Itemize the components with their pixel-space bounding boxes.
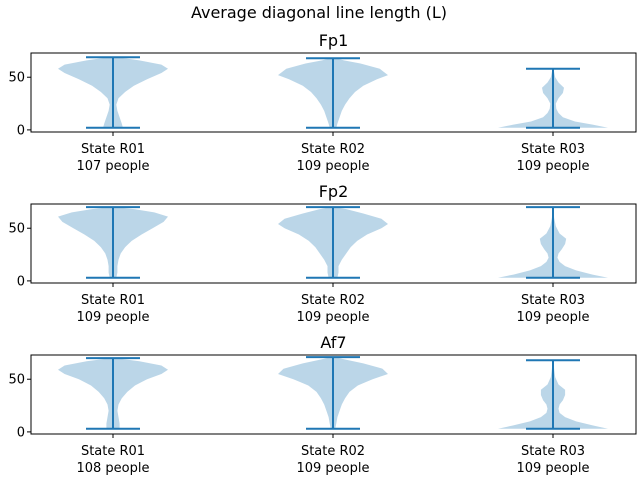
x-tick-label-state: State R03 bbox=[521, 142, 585, 157]
x-tick-label-state: State R02 bbox=[301, 293, 365, 308]
panel-title: Fp1 bbox=[319, 31, 349, 50]
x-tick-label-count: 107 people bbox=[76, 159, 149, 174]
panel-2: Fp2 State R01 109 people State R02 109 peopl… bbox=[8, 182, 637, 325]
y-tick-label: 0 bbox=[17, 123, 25, 138]
axes-frame bbox=[30, 52, 637, 133]
x-tick-label-count: 108 people bbox=[76, 461, 149, 476]
x-tick-label-state: State R03 bbox=[521, 293, 585, 308]
x-tick-label-state: State R02 bbox=[301, 142, 365, 157]
x-tick-label-state: State R02 bbox=[301, 444, 365, 459]
axes-frame bbox=[30, 203, 637, 284]
x-tick-label-count: 109 people bbox=[516, 461, 589, 476]
x-tick-label-count: 109 people bbox=[76, 310, 149, 325]
y-tick-label: 50 bbox=[8, 222, 25, 237]
panel-3: Af7 State R01 108 people State R02 109 peopl… bbox=[8, 333, 637, 476]
x-tick-label-count: 109 people bbox=[516, 310, 589, 325]
x-tick-label-count: 109 people bbox=[296, 159, 369, 174]
x-tick-label-state: State R03 bbox=[521, 444, 585, 459]
panels: Fp1 State R01 107 people State R02 109 peopl… bbox=[8, 31, 637, 476]
panel-title: Fp2 bbox=[319, 182, 349, 201]
x-tick-label-count: 109 people bbox=[296, 461, 369, 476]
x-tick-label-state: State R01 bbox=[81, 444, 145, 459]
axes-frame bbox=[30, 354, 637, 435]
panel-title: Af7 bbox=[320, 333, 346, 352]
x-tick-label-count: 109 people bbox=[516, 159, 589, 174]
x-tick-label-count: 109 people bbox=[296, 310, 369, 325]
x-tick-label-state: State R01 bbox=[81, 142, 145, 157]
panel-1: Fp1 State R01 107 people State R02 109 peopl… bbox=[8, 31, 637, 174]
y-tick-label: 50 bbox=[8, 71, 25, 86]
y-tick-label: 0 bbox=[17, 274, 25, 289]
x-tick-label-state: State R01 bbox=[81, 293, 145, 308]
y-tick-label: 50 bbox=[8, 373, 25, 388]
figure-title: Average diagonal line length (L) bbox=[191, 3, 447, 22]
y-tick-label: 0 bbox=[17, 425, 25, 440]
